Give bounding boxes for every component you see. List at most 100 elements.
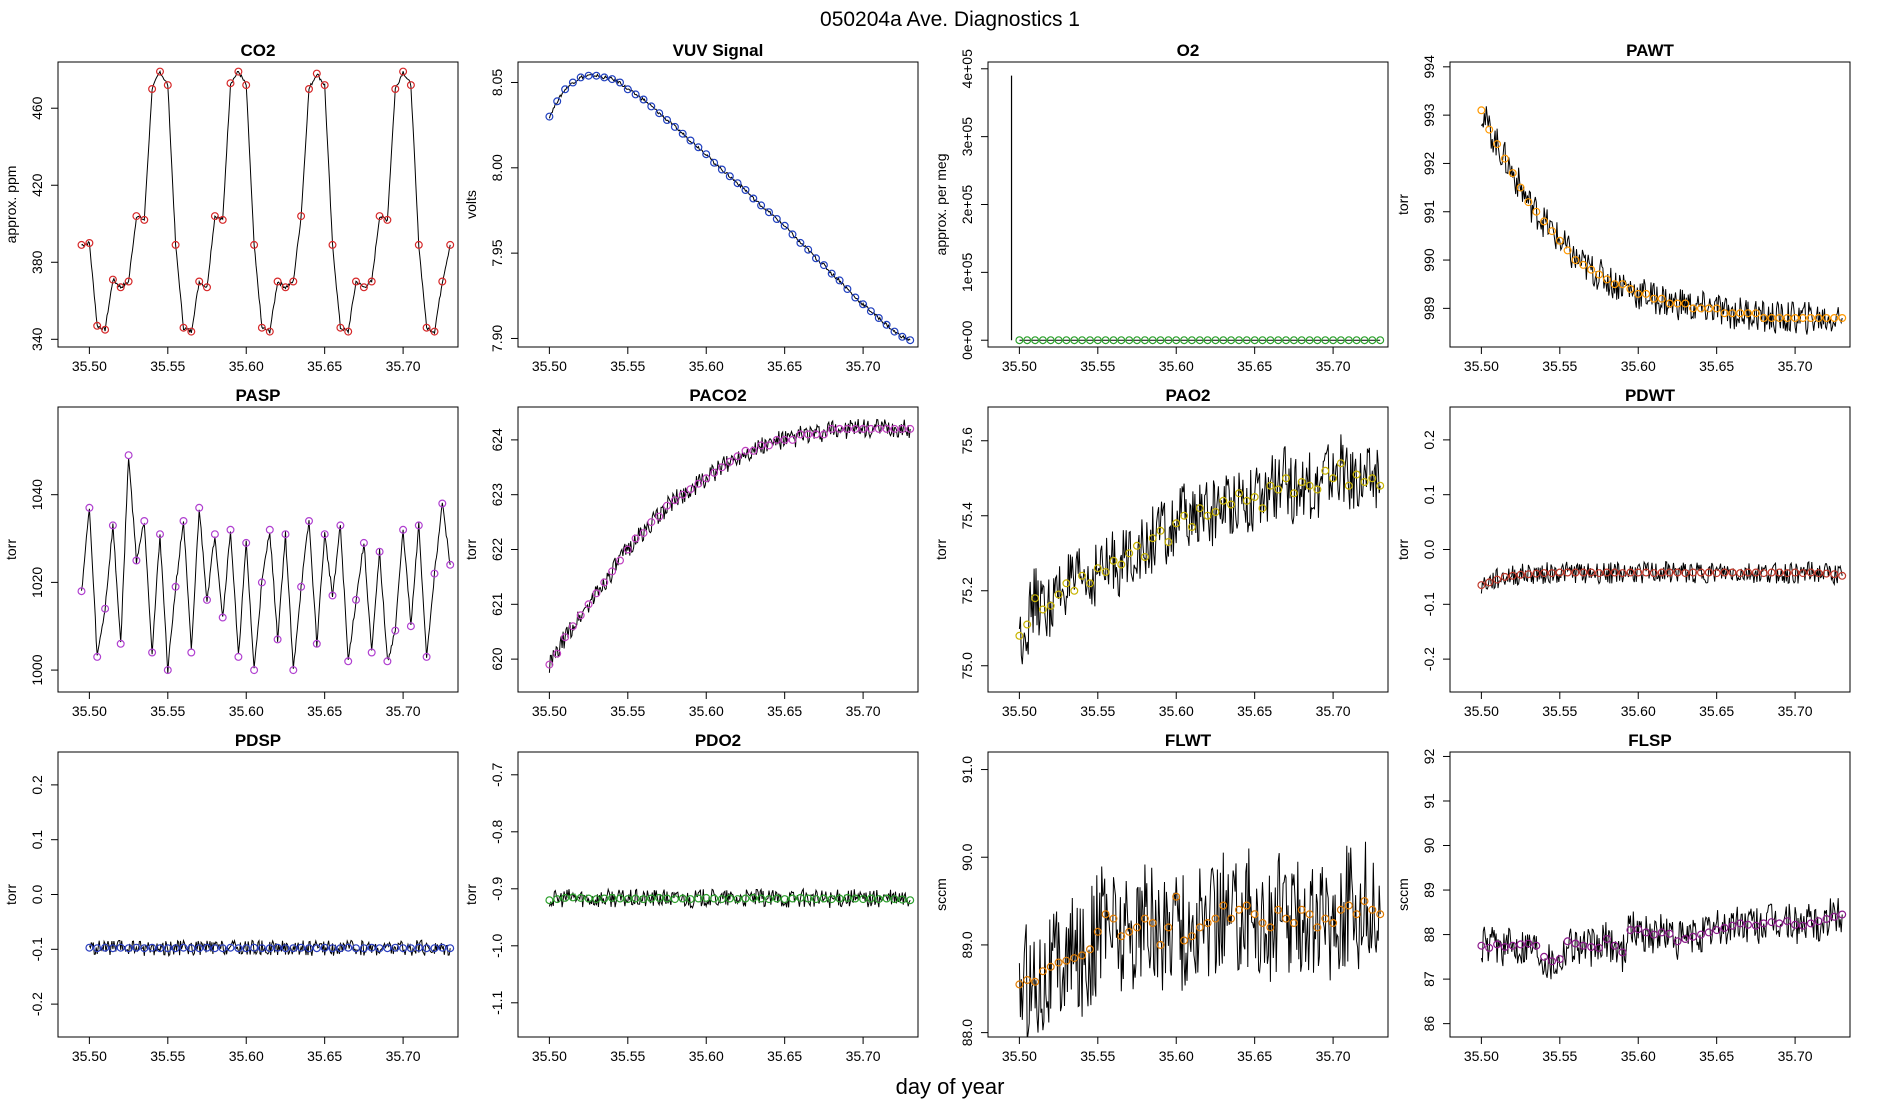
data-point	[568, 893, 577, 902]
data-point	[890, 424, 899, 433]
data-point	[1132, 923, 1141, 932]
data-point	[592, 895, 601, 904]
data-point	[1704, 304, 1713, 313]
panel-title: O2	[1177, 41, 1200, 60]
plot-area	[1477, 106, 1847, 335]
data-point	[1187, 336, 1196, 345]
x-tick-label: 35.65	[307, 1048, 342, 1064]
data-point	[1610, 941, 1619, 950]
data-point	[1642, 928, 1651, 937]
data-point	[210, 212, 219, 221]
data-point	[882, 320, 891, 329]
data-point	[1078, 571, 1087, 580]
data-point	[1689, 932, 1698, 941]
data-point	[1164, 923, 1173, 932]
data-point	[399, 944, 408, 953]
data-point	[670, 895, 679, 904]
data-point	[1775, 314, 1784, 323]
data-point	[670, 496, 679, 505]
data-point	[1665, 299, 1674, 308]
data-point	[132, 556, 141, 565]
data-point	[780, 221, 789, 230]
data-point	[1791, 568, 1800, 577]
data-point	[1117, 932, 1126, 941]
data-point	[1101, 567, 1110, 576]
data-point	[226, 79, 235, 88]
data-point	[553, 895, 562, 904]
data-point	[391, 84, 400, 93]
panel-title: FLWT	[1165, 731, 1212, 750]
data-point	[1783, 917, 1792, 926]
y-tick-label: -0.1	[1421, 592, 1437, 616]
data-point	[438, 277, 447, 286]
data-point	[1297, 905, 1306, 914]
data-point	[898, 424, 907, 433]
y-tick-label: 75.2	[959, 577, 975, 604]
data-point	[1728, 309, 1737, 318]
data-point	[1187, 932, 1196, 941]
data-point	[655, 893, 664, 902]
data-point	[1696, 304, 1705, 313]
data-point	[1180, 336, 1189, 345]
plot-frame	[57, 61, 459, 348]
data-point	[757, 201, 766, 210]
data-point	[1806, 568, 1815, 577]
data-point	[1023, 336, 1032, 345]
data-point	[273, 635, 282, 644]
data-point	[1642, 289, 1651, 298]
raw-trace	[1018, 841, 1381, 1037]
x-tick-label: 35.60	[1159, 1048, 1194, 1064]
data-point	[890, 327, 899, 336]
x-tick-label: 35.70	[386, 1048, 421, 1064]
data-point	[1743, 920, 1752, 929]
y-tick-label: 623	[489, 483, 505, 507]
data-point	[1696, 930, 1705, 939]
data-point	[804, 245, 813, 254]
data-point	[686, 895, 695, 904]
data-point	[733, 452, 742, 461]
data-point	[391, 626, 400, 635]
y-tick-label: -0.9	[489, 877, 505, 901]
data-point	[171, 944, 180, 953]
data-point	[1704, 568, 1713, 577]
data-point	[1109, 914, 1118, 923]
data-point	[101, 943, 110, 952]
data-point	[1712, 926, 1721, 935]
x-tick-label: 35.50	[1464, 703, 1499, 719]
data-point	[1203, 918, 1212, 927]
data-point	[438, 943, 447, 952]
data-point	[383, 215, 392, 224]
data-point	[250, 240, 259, 249]
data-point	[1336, 336, 1345, 345]
y-tick-label: -0.7	[489, 763, 505, 787]
data-point	[336, 944, 345, 953]
data-point	[851, 424, 860, 433]
x-tick-label: 35.70	[1316, 1048, 1351, 1064]
raw-trace	[1480, 560, 1843, 594]
data-point	[686, 136, 695, 145]
y-tick-label: 1000	[29, 654, 45, 685]
data-point	[647, 102, 656, 111]
x-tick-label: 35.60	[229, 703, 264, 719]
data-point	[1187, 522, 1196, 531]
data-point	[827, 269, 836, 278]
data-point	[592, 589, 601, 598]
data-point	[1093, 336, 1102, 345]
panel-title: PASP	[235, 386, 280, 405]
y-tick-label: 994	[1421, 55, 1437, 79]
data-point	[1376, 481, 1385, 490]
data-point	[1547, 957, 1556, 966]
data-point	[1547, 569, 1556, 578]
data-point	[1728, 921, 1737, 930]
data-point	[1500, 572, 1509, 581]
data-point	[741, 186, 750, 195]
data-point	[367, 648, 376, 657]
data-point	[210, 530, 219, 539]
data-point	[148, 943, 157, 952]
y-tick-label: 0.2	[1421, 430, 1437, 450]
x-tick-label: 35.50	[532, 703, 567, 719]
data-point	[772, 894, 781, 903]
data-point	[312, 69, 321, 78]
data-point	[1798, 921, 1807, 930]
x-tick-label: 35.50	[72, 703, 107, 719]
